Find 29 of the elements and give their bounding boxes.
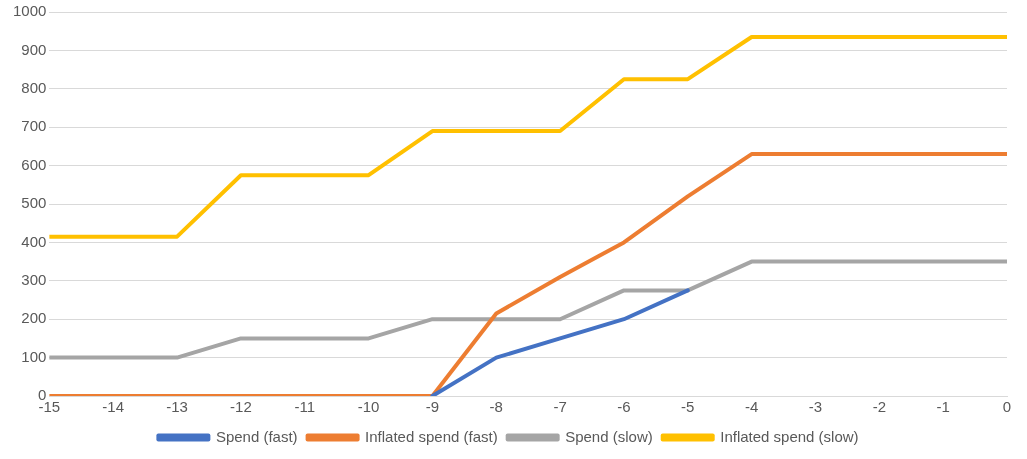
x-tick-label: -7 — [553, 398, 567, 416]
x-tick-label: -12 — [230, 398, 252, 416]
y-tick-label: 300 — [21, 270, 47, 288]
x-tick-label: 0 — [1002, 398, 1012, 416]
x-tick-label: -6 — [617, 398, 631, 416]
legend-label: Inflated spend (slow) — [720, 427, 859, 445]
y-tick-label: 400 — [21, 232, 47, 250]
y-tick-label: 900 — [21, 40, 47, 58]
y-tick-label: 200 — [21, 309, 47, 327]
x-tick-label: -11 — [294, 398, 316, 416]
x-tick-label: -3 — [808, 398, 823, 416]
legend-label: Spend (fast) — [215, 427, 298, 445]
legend-label: Spend (slow) — [565, 427, 653, 445]
legend-label: Inflated spend (fast) — [365, 427, 498, 445]
x-tick-label: -14 — [102, 398, 125, 416]
y-tick-label: 800 — [21, 78, 47, 96]
x-tick-label: -4 — [744, 398, 759, 416]
y-tick-label: 600 — [21, 155, 47, 173]
x-tick-label: -9 — [425, 398, 440, 416]
x-tick-label: -1 — [936, 398, 950, 416]
y-tick-label: 500 — [21, 194, 47, 212]
x-tick-label: -13 — [166, 398, 188, 416]
y-tick-label: 1000 — [12, 2, 47, 20]
x-tick-label: -10 — [357, 398, 380, 416]
x-tick-label: -2 — [872, 398, 886, 416]
x-tick-label: -8 — [489, 398, 503, 416]
y-tick-label: 700 — [21, 117, 47, 135]
y-tick-label: 100 — [21, 347, 47, 365]
x-tick-label: -5 — [681, 398, 695, 416]
